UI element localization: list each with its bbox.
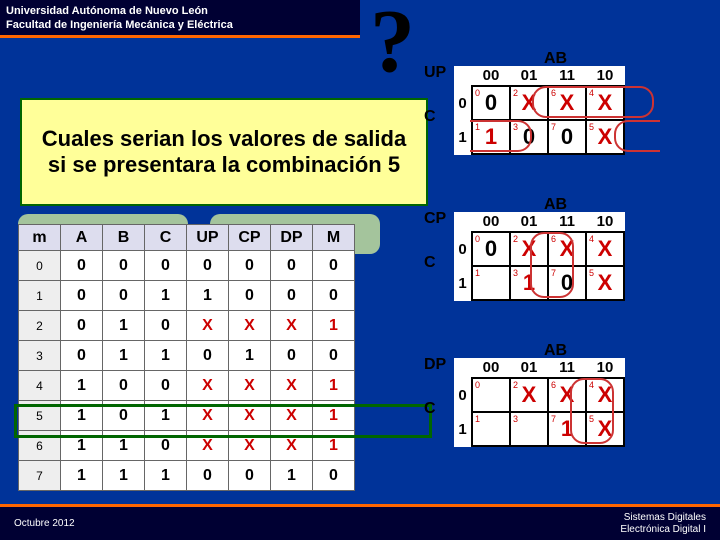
th-m: m [19,225,61,251]
footer-right: Sistemas Digitales Electrónica Digital I [620,512,706,536]
kmap-cell: 2X [510,378,548,412]
th-A: A [61,225,103,251]
kmap-cell: 0 [472,378,510,412]
kmap-cell: 00 [472,232,510,266]
kmap-cell: 6X [548,378,586,412]
kmap-cell: 1 [472,266,510,300]
th-C: C [145,225,187,251]
th-UP: UP [187,225,229,251]
table-row: 71110010 [19,461,355,491]
table-row: 6110XXX1 [19,431,355,461]
kmap-cell: 2X [510,86,548,120]
kmap-cell: 6X [548,86,586,120]
kmap-name: CP [424,210,446,228]
kmap-CP: CPABC000111100002X6X4X1131705X [454,212,625,301]
th-CP: CP [229,225,271,251]
th-B: B [103,225,145,251]
kmap-cell: 00 [472,86,510,120]
kmap-cell: 71 [548,412,586,446]
kmap-DP: DPABC00011110002X6X4X113715X [454,358,625,447]
kmap-name: UP [424,64,446,82]
kmap-cell: 5X [586,120,624,154]
kmap-cell: 2X [510,232,548,266]
table-row: 4100XXX1 [19,371,355,401]
question-box: Cuales serian los valores de salida si s… [20,98,428,206]
footer: Octubre 2012 Sistemas Digitales Electrón… [0,504,720,540]
kmap-UP: UPABC000111100002X6X4X11130705X [454,66,625,155]
header-line2: Facultad de Ingeniería Mecánica y Eléctr… [6,18,354,32]
question-text: Cuales serian los valores de salida si s… [32,126,416,178]
kmap-cell: 6X [548,232,586,266]
table-row: 5101XXX1 [19,401,355,431]
kmap-cell: 4X [586,232,624,266]
table-row: 30110100 [19,341,355,371]
label-C: C [424,400,436,418]
table-row: 10011000 [19,281,355,311]
th-M: M [313,225,355,251]
kmap-cell: 70 [548,266,586,300]
header: Universidad Autónoma de Nuevo León Facul… [0,0,360,38]
kmap-cell: 70 [548,120,586,154]
question-mark: ? [370,0,415,93]
kmap-name: DP [424,356,446,374]
label-C: C [424,254,436,272]
label-C: C [424,108,436,126]
kmap-cell: 3 [510,412,548,446]
kmap-cell: 5X [586,266,624,300]
kmap-cell: 31 [510,266,548,300]
header-line1: Universidad Autónoma de Nuevo León [6,4,354,18]
kmap-cell: 4X [586,86,624,120]
kmap-cell: 4X [586,378,624,412]
kmap-cell: 11 [472,120,510,154]
th-DP: DP [271,225,313,251]
footer-date: Octubre 2012 [14,518,75,529]
kmap-cell: 30 [510,120,548,154]
table-row: 2010XXX1 [19,311,355,341]
table-row: 00000000 [19,251,355,281]
kmap-cell: 1 [472,412,510,446]
truth-table: mABCUPCPDPM 00000000100110002010XXX13011… [18,224,355,491]
kmap-cell: 5X [586,412,624,446]
